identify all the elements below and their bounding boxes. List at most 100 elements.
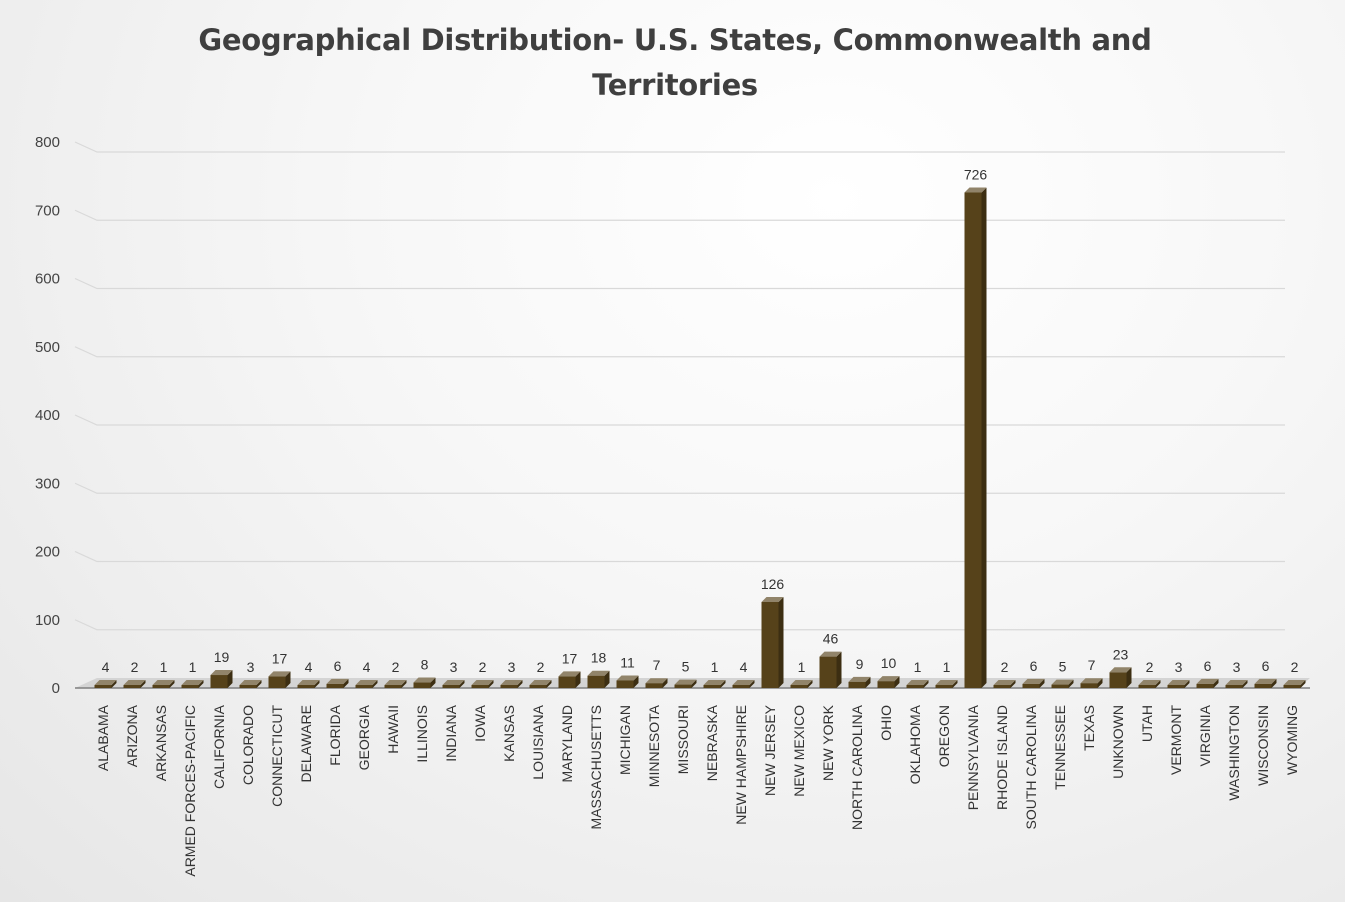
- data-label: 17: [272, 650, 288, 666]
- bar-side: [285, 671, 291, 688]
- x-tick-label: ILLINOIS: [414, 705, 430, 763]
- x-tick-label: INDIANA: [443, 704, 459, 761]
- bar-top: [732, 680, 755, 685]
- x-tick-label: ALABAMA: [95, 704, 111, 771]
- gridlines: [74, 141, 1310, 688]
- bar-side: [401, 680, 407, 688]
- bar-georgia: [355, 680, 378, 688]
- data-label: 2: [1001, 659, 1009, 675]
- bar-front: [703, 685, 721, 688]
- bar-front: [355, 685, 373, 688]
- bar-side: [1242, 680, 1248, 688]
- data-label: 5: [682, 659, 690, 675]
- data-label: 2: [1146, 659, 1154, 675]
- bar-side: [1039, 678, 1045, 688]
- bar-side: [343, 678, 349, 688]
- bar-side: [227, 670, 233, 688]
- x-tick-label: OREGON: [936, 705, 952, 767]
- bar-side: [633, 675, 639, 688]
- bar-front: [210, 675, 228, 688]
- bar-front: [819, 656, 837, 688]
- bar-front: [326, 683, 344, 688]
- bar-side: [488, 680, 494, 688]
- x-tick-label: VIRGINIA: [1197, 704, 1213, 766]
- bar-front: [384, 685, 402, 688]
- x-tick-label: ARIZONA: [124, 704, 140, 767]
- data-label: 726: [964, 167, 988, 183]
- data-label: 17: [562, 650, 578, 666]
- bar-front: [268, 676, 286, 688]
- bar-wyoming: [1283, 680, 1306, 688]
- bar-top: [152, 680, 175, 685]
- bar-top: [384, 680, 407, 685]
- bar-alabama: [94, 680, 117, 688]
- data-label: 9: [856, 656, 864, 672]
- data-label: 1: [914, 659, 922, 675]
- x-tick-label: COLORADO: [240, 705, 256, 785]
- x-tick-label: DELAWARE: [298, 705, 314, 783]
- bar-side: [836, 651, 842, 688]
- data-label: 23: [1113, 646, 1129, 662]
- bar-top: [1225, 680, 1248, 685]
- bar-front: [1225, 685, 1243, 688]
- bar-top: [674, 679, 697, 685]
- y-tick-label: 300: [35, 475, 60, 492]
- x-tick-label: MASSACHUSETTS: [588, 705, 604, 829]
- x-tick-label: UTAH: [1139, 705, 1155, 742]
- x-tick-label: NEW YORK: [820, 704, 836, 781]
- bar-top: [790, 680, 813, 685]
- bar-colorado: [239, 680, 262, 688]
- bar-front: [1167, 685, 1185, 688]
- x-tick-label: KANSAS: [501, 705, 517, 762]
- bar-front: [442, 685, 460, 688]
- data-label: 6: [1262, 658, 1270, 674]
- bar-top: [94, 680, 117, 685]
- bar-top: [355, 680, 378, 685]
- bar-front: [1283, 685, 1301, 688]
- bar-iowa: [471, 680, 494, 688]
- bar-side: [923, 680, 929, 688]
- bar-oklahoma: [906, 680, 929, 688]
- bar-connecticut: [268, 671, 291, 688]
- x-tick-label: UNKNOWN: [1110, 705, 1126, 779]
- bar-side: [1271, 678, 1277, 688]
- data-label: 7: [653, 657, 661, 673]
- bar-maryland: [558, 671, 581, 688]
- bar-front: [1196, 683, 1214, 688]
- data-label: 4: [305, 659, 313, 675]
- y-tick-label: 500: [35, 339, 60, 356]
- data-label: 2: [131, 659, 139, 675]
- bar-south-carolina: [1022, 678, 1045, 688]
- x-tick-label: ARKANSAS: [153, 705, 169, 781]
- x-tick-label: NORTH CAROLINA: [849, 704, 865, 830]
- bar-michigan: [616, 675, 639, 688]
- data-label: 6: [1204, 658, 1212, 674]
- x-tick-label: ARMED FORCES-PACIFIC: [182, 705, 198, 877]
- bar-arizona: [123, 680, 146, 688]
- bar-front: [674, 684, 692, 688]
- data-label: 19: [214, 649, 230, 665]
- bar-indiana: [442, 680, 465, 688]
- bar-arkansas: [152, 680, 175, 688]
- bar-front: [993, 685, 1011, 688]
- bar-rhode-island: [993, 680, 1016, 688]
- data-label: 6: [1030, 658, 1038, 674]
- bar-top: [703, 680, 726, 685]
- bar-top: [1254, 678, 1277, 684]
- bar-north-carolina: [848, 676, 871, 688]
- bar-top: [471, 680, 494, 685]
- data-label: 3: [1233, 659, 1241, 675]
- data-label: 46: [823, 631, 839, 647]
- bar-front: [877, 681, 895, 688]
- bar-top: [1138, 680, 1161, 685]
- data-label: 3: [508, 659, 516, 675]
- x-tick-label: FLORIDA: [327, 704, 343, 765]
- bar-new-york: [819, 651, 842, 688]
- bar-top: [906, 680, 929, 685]
- y-tick-label: 200: [35, 544, 60, 561]
- bar-front: [1080, 683, 1098, 688]
- data-label: 4: [102, 659, 110, 675]
- data-label: 3: [247, 659, 255, 675]
- data-label: 3: [450, 659, 458, 675]
